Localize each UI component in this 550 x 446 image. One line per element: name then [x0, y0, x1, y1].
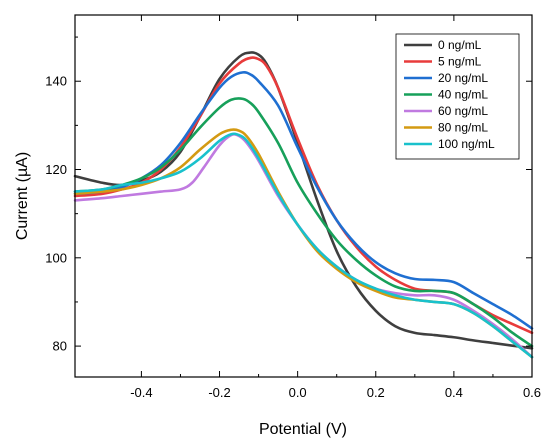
legend-label-2: 20 ng/mL — [438, 71, 488, 85]
y-tick-label: 140 — [45, 74, 67, 89]
legend-label-1: 5 ng/mL — [438, 55, 482, 69]
legend-label-6: 100 ng/mL — [438, 137, 495, 151]
legend-box — [395, 33, 520, 160]
y-tick-label: 80 — [53, 339, 67, 354]
x-axis-title: Potential (V) — [259, 421, 347, 438]
y-tick-label: 120 — [45, 162, 67, 177]
legend-label-4: 60 ng/mL — [438, 104, 488, 118]
y-axis-title: Current (µA) — [14, 152, 31, 240]
x-tick-label: -0.2 — [208, 385, 230, 400]
x-tick-label: 0.0 — [289, 385, 307, 400]
x-tick-label: 0.4 — [445, 385, 463, 400]
series-line-4 — [73, 133, 534, 359]
legend-label-0: 0 ng/mL — [438, 38, 482, 52]
legend-label-5: 80 ng/mL — [438, 121, 488, 135]
series-line-2 — [73, 71, 534, 330]
y-tick-label: 100 — [45, 250, 67, 265]
series-line-3 — [73, 97, 534, 348]
x-tick-label: -0.4 — [130, 385, 152, 400]
series-layer — [73, 51, 534, 359]
legend-label-3: 40 ng/mL — [438, 88, 488, 102]
x-tick-label: 0.2 — [367, 385, 385, 400]
x-tick-label: 0.6 — [523, 385, 541, 400]
series-line-6 — [73, 132, 534, 359]
plot-frame — [74, 14, 533, 378]
axes-layer: -0.4 -0.2 0.0 0.2 0.4 0.6 80 100 120 140 — [45, 15, 541, 400]
legend: 0 ng/mL 5 ng/mL 20 ng/mL 40 ng/mL 60 ng/mL 80… — [395, 33, 520, 160]
